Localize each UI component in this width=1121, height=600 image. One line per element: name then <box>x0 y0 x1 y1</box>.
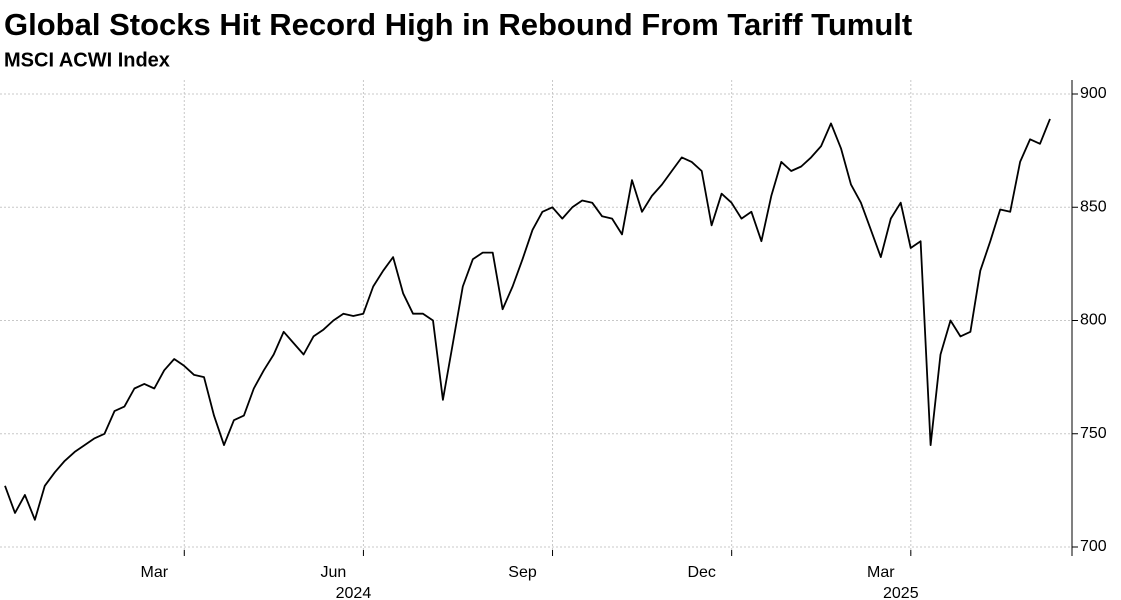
y-tick-label: 850 <box>1080 198 1107 215</box>
x-tick-label: Mar <box>141 564 169 581</box>
x-tick-label: Dec <box>687 564 715 581</box>
x-year-label: 2025 <box>883 585 919 600</box>
y-tick-label: 800 <box>1080 312 1107 329</box>
x-tick-label: Jun <box>321 564 347 581</box>
chart-title: Global Stocks Hit Record High in Rebound… <box>4 7 912 42</box>
chart-subtitle: MSCI ACWI Index <box>4 49 170 71</box>
x-tick-label: Sep <box>508 564 537 581</box>
x-year-label: 2024 <box>336 585 372 600</box>
line-series <box>4 118 1051 521</box>
x-tick-label: Mar <box>867 564 895 581</box>
y-tick-label: 900 <box>1080 85 1107 102</box>
y-tick-label: 700 <box>1080 538 1107 555</box>
y-tick-label: 750 <box>1080 425 1107 442</box>
